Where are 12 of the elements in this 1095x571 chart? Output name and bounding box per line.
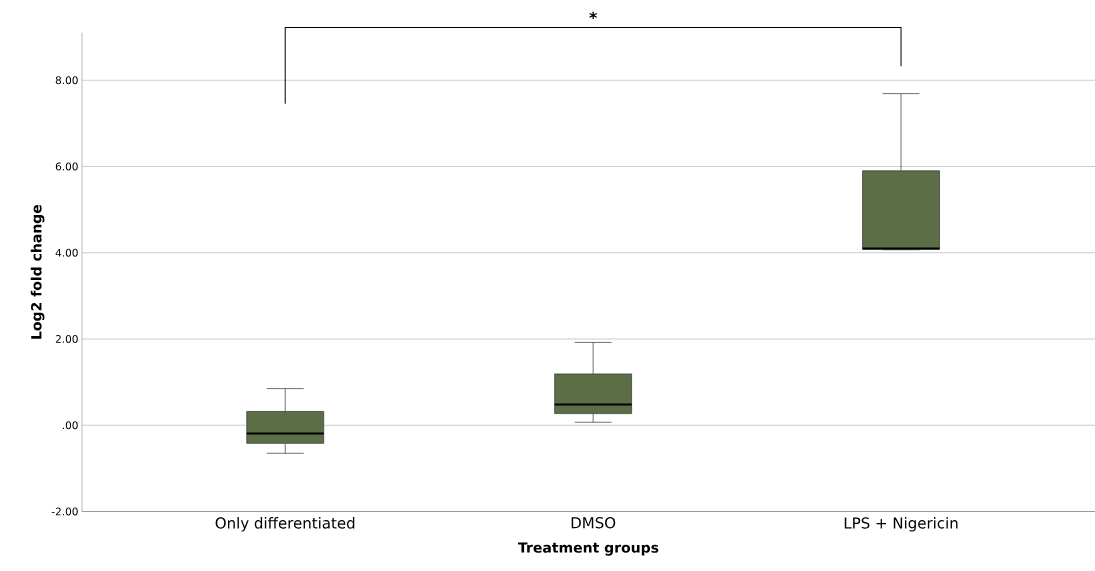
y-tick-label: 4.00 — [55, 248, 78, 257]
y-tick-label: 2.00 — [55, 335, 78, 343]
y-axis-title: Log2 fold change — [30, 204, 45, 339]
x-tick-label: Only differentiated — [215, 517, 355, 532]
y-tick-label: 6.00 — [55, 162, 78, 171]
y-tick-label: -2.00 — [51, 507, 78, 516]
y-tick-label: 8.00 — [55, 76, 78, 85]
x-tick-label: DMSO — [571, 517, 616, 529]
y-tick-label: .00 — [62, 421, 78, 430]
text: * — [589, 11, 598, 20]
x-axis-title: Treatment groups — [518, 542, 659, 556]
x-tick-label: LPS + Nigericin — [844, 517, 958, 532]
